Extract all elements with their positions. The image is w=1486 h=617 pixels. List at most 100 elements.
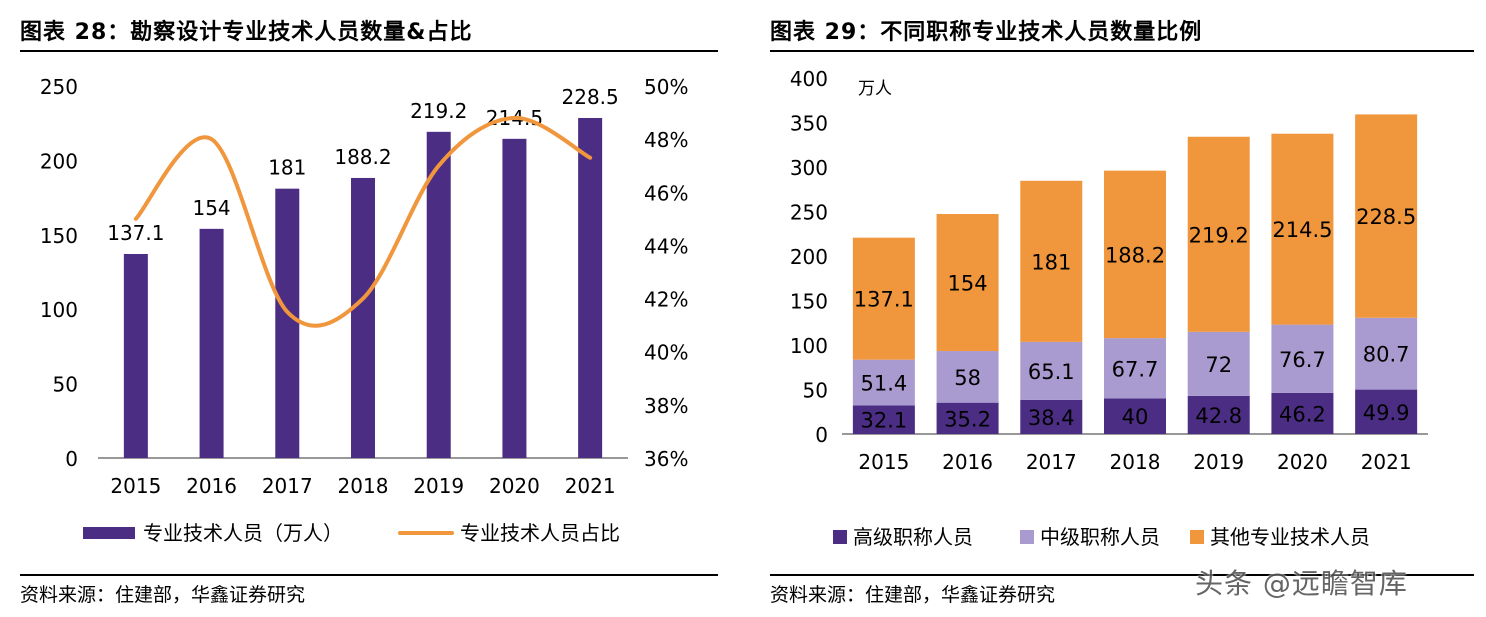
left-source-note: 资料来源：住建部，华鑫证券研究	[20, 584, 306, 606]
segment-value-label: 32.1	[860, 409, 907, 433]
y-unit-label: 万人	[858, 79, 892, 99]
segment-senior	[1020, 399, 1083, 434]
segment-value-label: 228.5	[1356, 205, 1416, 229]
share-line	[133, 115, 593, 328]
x-tick-label: 2020	[489, 474, 540, 498]
segment-other	[936, 213, 999, 352]
y-tick-label: 150	[790, 290, 828, 314]
legend-swatch	[1190, 530, 1204, 544]
left-y-tick-label: 200	[40, 149, 78, 173]
left-chart-panel: 图表 28：勘察设计专业技术人员数量&占比 0 50 100 150 200 250 36%…	[0, 0, 730, 617]
legend-label: 中级职称人员	[1040, 525, 1160, 549]
left-chart-svg: 0 50 100 150 200 250 36% 38% 40% 42% 44% 46% 48% 50% 1…	[40, 75, 689, 545]
right-source-note: 资料来源：住建部，华鑫证券研究	[770, 584, 1056, 606]
x-tick-label: 2019	[1193, 450, 1244, 474]
segment-intermediate	[1187, 331, 1250, 396]
segment-value-label: 137.1	[854, 288, 914, 312]
y-tick-label: 200	[790, 245, 828, 269]
bar-staff	[502, 138, 527, 458]
bar-value-label: 181	[268, 156, 306, 180]
segment-value-label: 51.4	[860, 372, 907, 396]
segment-value-label: 67.7	[1112, 357, 1159, 381]
legend-label-staff: 专业技术人员（万人）	[143, 521, 343, 545]
segment-value-label: 42.8	[1195, 404, 1242, 428]
x-tick-label: 2021	[1361, 450, 1412, 474]
right-chart-svg: 0 50 100 150 200 250 300 350 400 万人 32.1 51.4 137.1 2…	[790, 67, 1428, 549]
segment-value-label: 49.9	[1363, 401, 1410, 425]
segment-value-label: 65.1	[1028, 360, 1075, 384]
bar-staff	[199, 228, 224, 458]
right-source-rule	[770, 574, 1474, 576]
x-tick-label: 2017	[1026, 450, 1077, 474]
bar-value-label: 188.2	[334, 145, 391, 169]
right-y-tick-label: 44%	[644, 234, 688, 258]
segment-value-label: 58	[954, 366, 981, 390]
bar-value-label: 137.1	[107, 221, 164, 245]
segment-senior	[936, 402, 999, 434]
bar-staff	[578, 117, 603, 458]
segment-senior	[852, 405, 915, 434]
y-tick-label: 300	[790, 156, 828, 180]
segment-value-label: 80.7	[1363, 343, 1410, 367]
bar-staff	[275, 188, 300, 458]
watermark-text: 头条 @远瞻智库	[1195, 567, 1408, 600]
segment-senior	[1271, 392, 1334, 434]
segment-intermediate	[1271, 324, 1334, 393]
segment-value-label: 219.2	[1189, 223, 1249, 247]
x-tick-label: 2015	[858, 450, 909, 474]
segment-value-label: 188.2	[1105, 243, 1165, 267]
segment-value-label: 40	[1122, 405, 1149, 429]
x-tick-label: 2019	[413, 474, 464, 498]
right-title-rule	[770, 50, 1474, 52]
left-y-tick-label: 100	[40, 298, 78, 322]
segment-value-label: 154	[948, 272, 988, 296]
right-y-tick-label: 50%	[644, 75, 688, 99]
segment-value-label: 214.5	[1272, 218, 1332, 242]
segment-intermediate	[936, 351, 999, 403]
x-tick-label: 2021	[565, 474, 616, 498]
segment-other	[1020, 180, 1083, 342]
left-title-rule	[20, 50, 718, 52]
segment-value-label: 38.4	[1028, 406, 1075, 430]
legend-label: 高级职称人员	[853, 525, 973, 549]
bar-staff	[351, 177, 375, 458]
y-tick-label: 50	[803, 379, 828, 403]
right-y-tick-label: 48%	[644, 128, 688, 152]
segment-other	[852, 237, 915, 360]
left-chart-title: 图表 28：勘察设计专业技术人员数量&占比	[20, 20, 473, 45]
left-y-tick-label: 250	[40, 75, 78, 99]
segment-other	[1104, 170, 1166, 339]
y-tick-label: 100	[790, 334, 828, 358]
right-y-tick-label: 40%	[644, 341, 688, 365]
y-tick-label: 350	[790, 112, 828, 136]
legend-label-share: 专业技术人员占比	[460, 521, 620, 545]
segment-intermediate	[1104, 338, 1166, 399]
segment-intermediate	[852, 359, 915, 406]
segment-value-label: 72	[1205, 353, 1232, 377]
segment-intermediate	[1020, 341, 1083, 400]
right-y-tick-label: 36%	[644, 447, 688, 471]
right-chart-title: 图表 29：不同职称专业技术人员数量比例	[770, 20, 1203, 45]
right-y-tick-label: 46%	[644, 181, 688, 205]
segment-senior	[1355, 389, 1418, 434]
right-y-tick-label: 38%	[644, 394, 688, 418]
bar-staff	[426, 131, 451, 459]
x-tick-label: 2017	[262, 474, 313, 498]
bar-value-label: 219.2	[410, 99, 467, 123]
legend-swatch	[1020, 530, 1034, 544]
y-tick-label: 400	[790, 67, 828, 91]
left-source-rule	[20, 574, 718, 576]
right-chart-panel: 图表 29：不同职称专业技术人员数量比例 0 50 100 150 200 250 300 3…	[750, 0, 1486, 617]
y-tick-label: 250	[790, 201, 828, 225]
segment-other	[1187, 136, 1250, 332]
right-y-tick-label: 42%	[644, 288, 688, 312]
x-tick-label: 2016	[942, 450, 993, 474]
legend-swatch	[833, 530, 847, 544]
left-y-tick-label: 50	[53, 373, 78, 397]
bar-staff	[123, 253, 148, 458]
legend-swatch-staff	[83, 527, 135, 539]
y-tick-label: 0	[815, 423, 828, 447]
x-tick-label: 2018	[338, 474, 389, 498]
segment-intermediate	[1355, 317, 1418, 390]
x-tick-label: 2020	[1277, 450, 1328, 474]
